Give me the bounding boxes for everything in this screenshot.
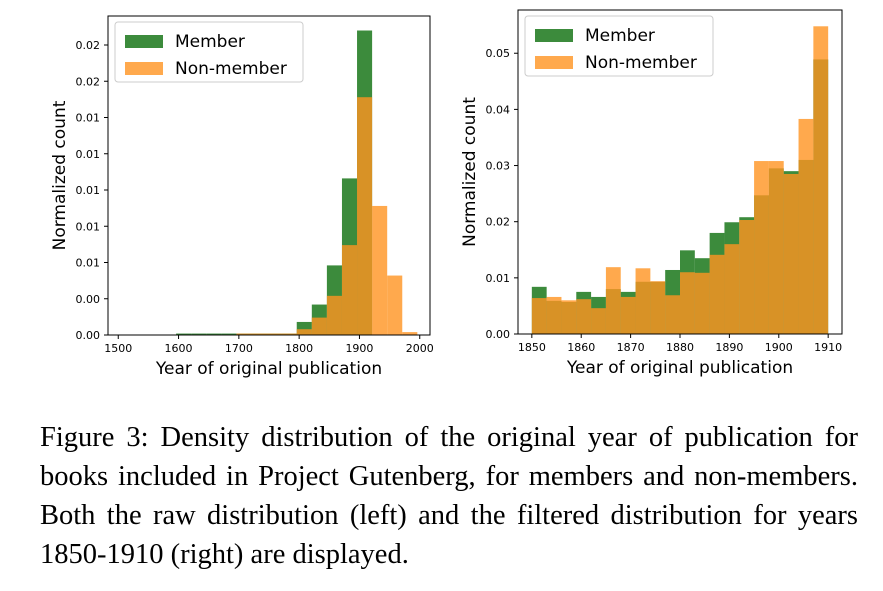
x-tick-label: 1500 <box>104 342 132 355</box>
bar <box>635 268 651 334</box>
bar <box>620 296 636 334</box>
bar <box>768 161 784 334</box>
legend-swatch <box>125 62 163 75</box>
y-tick-label: 0.05 <box>486 47 511 60</box>
y-tick-label: 0.00 <box>486 328 511 341</box>
x-axis-label: Year of original publication <box>155 359 382 379</box>
bar <box>561 300 577 334</box>
bar <box>326 295 342 335</box>
bar <box>296 329 312 335</box>
y-tick-label: 0.02 <box>76 39 101 52</box>
y-tick-label: 0.01 <box>76 257 101 270</box>
y-tick-label: 0.00 <box>76 293 101 306</box>
y-tick-label: 0.01 <box>486 272 511 285</box>
bar <box>176 333 192 335</box>
y-tick-label: 0.01 <box>76 112 101 125</box>
y-tick-label: 0.01 <box>76 148 101 161</box>
bar <box>739 220 755 334</box>
bar <box>709 254 725 334</box>
y-tick-label: 0.02 <box>76 75 101 88</box>
legend-swatch <box>535 56 573 69</box>
legend-label: Non-member <box>585 53 697 73</box>
plot-frame <box>107 15 431 336</box>
x-tick-label: 1700 <box>225 342 253 355</box>
bar <box>680 272 695 334</box>
x-tick-label: 1600 <box>165 342 193 355</box>
y-tick-label: 0.03 <box>486 160 511 173</box>
x-tick-label: 1870 <box>617 341 645 354</box>
x-tick-label: 1860 <box>567 341 595 354</box>
bar <box>311 317 327 335</box>
bar <box>724 244 740 334</box>
x-tick-label: 1850 <box>518 341 546 354</box>
bar <box>357 97 373 335</box>
x-tick-label: 2000 <box>406 342 434 355</box>
bar <box>206 333 222 335</box>
bar <box>546 296 562 334</box>
legend-label: Member <box>585 26 655 46</box>
bar <box>694 272 710 334</box>
bar <box>281 333 297 335</box>
legend-swatch <box>125 35 163 48</box>
x-tick-label: 1900 <box>765 341 793 354</box>
bar <box>576 299 592 334</box>
x-tick-label: 1900 <box>345 342 373 355</box>
x-tick-label: 1880 <box>666 341 694 354</box>
y-axis-label: Normalized count <box>460 97 480 247</box>
y-tick-label: 0.01 <box>76 220 101 233</box>
bar <box>402 332 418 335</box>
bar <box>591 308 606 334</box>
figure: 1500 1600 1700 1800 1900 2000 0.00 0.00 0.01 0.01… <box>50 9 843 379</box>
y-tick-label: 0.04 <box>486 103 511 116</box>
bar <box>531 298 547 334</box>
bar <box>798 118 814 334</box>
y-axis-label: Normalized count <box>50 100 70 250</box>
bar <box>665 295 680 334</box>
bar <box>221 333 237 335</box>
bar <box>372 205 388 335</box>
bar <box>813 26 829 334</box>
bar <box>783 173 799 334</box>
bar <box>191 333 207 335</box>
bar <box>605 267 621 334</box>
bar <box>266 333 282 335</box>
x-tick-label: 1800 <box>285 342 313 355</box>
y-tick-label: 0.00 <box>76 329 101 342</box>
bar <box>251 333 267 335</box>
x-tick-label: 1910 <box>814 341 842 354</box>
y-tick-label: 0.02 <box>486 216 511 229</box>
caption: Figure 3: Density distribution of the or… <box>40 422 858 570</box>
bar <box>236 333 252 335</box>
legend-label: Member <box>175 32 245 52</box>
bar <box>754 161 769 334</box>
bar <box>650 281 666 334</box>
legend-label: Non-member <box>175 59 287 79</box>
bar <box>341 245 358 335</box>
legend-swatch <box>535 29 573 42</box>
bar <box>387 275 403 335</box>
x-axis-label: Year of original publication <box>566 358 793 378</box>
y-tick-label: 0.01 <box>76 184 101 197</box>
x-tick-label: 1890 <box>715 341 743 354</box>
